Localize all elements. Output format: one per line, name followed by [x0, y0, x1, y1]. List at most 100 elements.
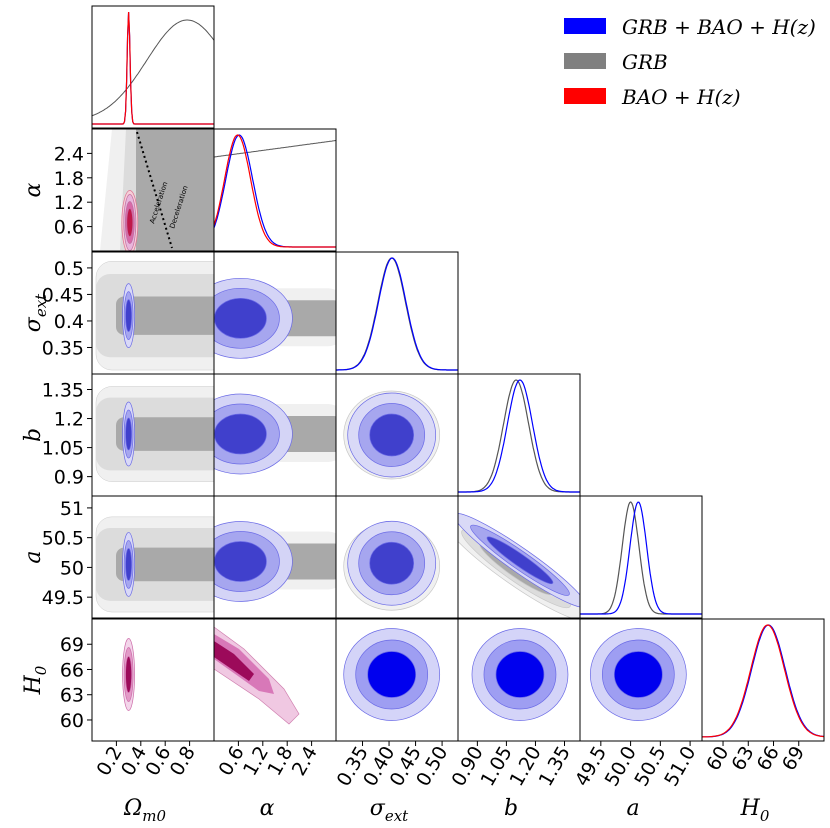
legend-label-1: GRB [622, 50, 668, 74]
legend-swatch-1 [564, 53, 606, 69]
panel-σext-vs-σext [336, 257, 458, 371]
y-axis-label-subscript: ext [32, 293, 50, 317]
contour-grb-bao-hz-3 [125, 548, 132, 581]
panel-a-vs-α [214, 521, 336, 602]
marginal-curve-grb-bao-hz [336, 257, 458, 371]
x-axis-label-Ωm0: Ωm0 [123, 796, 166, 825]
y-axis-label-α: α [21, 182, 46, 197]
legend-label-0: GRB + BAO + H(z) [622, 15, 816, 39]
y-tick-label: 60 [60, 710, 84, 732]
y-tick-label: 49.5 [42, 587, 84, 609]
marginal-curve-grb [336, 257, 458, 371]
y-axis-label-subscript: 0 [32, 665, 50, 675]
x-tick-label: 51.0 [660, 743, 700, 791]
contour-grb-3 [116, 296, 214, 335]
marginal-curve-bao-hz [702, 624, 824, 738]
y-tick-label: 51 [60, 498, 84, 520]
acceleration-boundary-line [136, 131, 173, 249]
contour-grb-bao-hz-3 [125, 417, 132, 451]
contour-grb-bao-hz-3 [214, 297, 267, 339]
contour-grb-bao-hz-3 [126, 208, 134, 237]
legend-swatch-0 [564, 18, 606, 34]
panel-a-vs-Ωm0 [95, 516, 214, 613]
panel-H0-vs-b [471, 628, 569, 721]
y-tick-label: 1.8 [54, 168, 84, 190]
panel-b-vs-α [214, 393, 336, 475]
marginal-curve-grb [458, 379, 580, 493]
y-tick-label: 0.4 [54, 311, 84, 333]
x-axis-label-b: b [504, 796, 518, 821]
contour-grb-bao-hz-3 [369, 541, 415, 585]
contour-grb-bao-hz-3 [125, 656, 132, 693]
x-tick-label: 69 [778, 743, 809, 775]
legend-swatch-2 [564, 88, 606, 104]
marginal-curve-grb [580, 501, 702, 615]
y-tick-label: 1.2 [54, 409, 84, 431]
y-tick-label: 0.6 [54, 217, 84, 239]
y-tick-label: 1.35 [42, 379, 84, 401]
y-axis-label-b: b [21, 428, 46, 442]
y-axis-label-H0: H0 [21, 665, 50, 695]
panel-H0-vs-H0 [702, 624, 824, 738]
y-axis-label-a: a [21, 550, 46, 563]
panel-frame [91, 618, 215, 742]
panel-σext-vs-α [214, 277, 336, 359]
x-tick-label: 49.5 [571, 743, 611, 791]
contour-grb-bao-hz-3 [214, 541, 267, 582]
panel-frame [701, 618, 825, 742]
panel-b-vs-Ωm0 [95, 386, 214, 482]
contour-grb-bao-hz-3 [367, 651, 417, 698]
x-tick-label: 1.35 [535, 743, 575, 791]
marginal-curve-grb-bao-hz [580, 501, 702, 615]
x-axis-label-a: a [626, 796, 639, 821]
contour-grb-bao-hz-3 [495, 651, 545, 698]
contour-grb-bao-hz-3 [214, 641, 254, 681]
panel-frame [457, 373, 581, 497]
x-axis-label-subscript: 0 [760, 807, 770, 825]
y-tick-label: 2.4 [54, 143, 84, 165]
panel-a-vs-a [580, 501, 702, 615]
panel-b-vs-σext [343, 390, 441, 480]
y-tick-label: 0.5 [54, 258, 84, 280]
x-tick-label: 0.8 [166, 743, 200, 780]
x-axis-label-σext: σext [370, 796, 409, 825]
panel-H0-vs-a [589, 628, 687, 721]
y-tick-label: 50 [60, 557, 84, 579]
x-axis-label-H0: H0 [740, 796, 770, 825]
panel-α-vs-α [214, 134, 336, 248]
y-tick-label: 1.05 [42, 438, 84, 460]
panel-σext-vs-Ωm0 [95, 261, 214, 371]
panel-frame [91, 5, 215, 129]
panel-H0-vs-α [214, 626, 300, 725]
x-tick-label: 50.0 [601, 743, 641, 791]
panel-frame [579, 495, 703, 619]
panel-b-vs-b [458, 379, 580, 493]
x-axis-label-subscript: m0 [142, 807, 166, 825]
contour-grb-bao-hz-3 [214, 413, 267, 455]
panel-H0-vs-Ωm0 [122, 638, 135, 711]
legend-label-2: BAO + H(z) [621, 85, 741, 109]
x-axis-label-α: α [260, 796, 275, 821]
contour-grb-3 [136, 129, 214, 251]
y-axis-label-σext: σext [21, 293, 50, 332]
x-axis-label-subscript: ext [385, 807, 409, 825]
marginal-curve-grb [214, 140, 336, 158]
panel-a-vs-σext [343, 520, 441, 611]
y-tick-label: 0.35 [42, 337, 84, 359]
panel-H0-vs-σext [343, 628, 441, 721]
x-tick-label: 63 [727, 743, 758, 775]
marginal-curve-grb-bao-hz [702, 624, 824, 738]
panel-a-vs-b [458, 512, 580, 618]
y-tick-label: 69 [60, 634, 84, 656]
marginal-curve-grb-bao-hz [214, 134, 336, 248]
marginal-curve-grb [92, 19, 214, 117]
panel-frame [213, 128, 337, 252]
panel-frame [335, 251, 459, 375]
y-tick-label: 1.2 [54, 192, 84, 214]
panel-Ωm0-vs-Ωm0 [92, 11, 214, 125]
marginal-curve-bao-hz [214, 134, 336, 248]
contour-grb-bao-hz-3 [613, 651, 663, 698]
contour-grb-bao-hz-3 [125, 299, 132, 333]
